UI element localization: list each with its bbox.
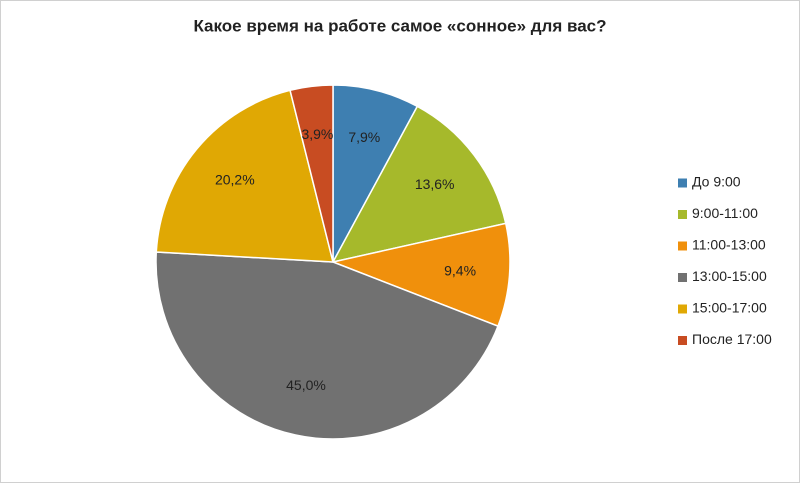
pie-slice — [155, 251, 499, 440]
legend-swatch — [678, 241, 687, 251]
legend-swatch — [678, 273, 687, 282]
data-label: 3,9% — [301, 126, 333, 142]
data-label: 13,6% — [415, 176, 455, 192]
legend-swatch — [678, 336, 687, 345]
legend-swatch — [678, 210, 687, 219]
legend-label: 11:00-13:00 — [692, 237, 766, 253]
pie-slice — [330, 222, 511, 328]
legend-label: До 9:00 — [692, 174, 741, 190]
legend-swatch — [678, 304, 687, 314]
pie-slice — [331, 105, 507, 264]
data-label: 9,4% — [444, 262, 476, 278]
data-label: 7,9% — [348, 129, 380, 145]
data-label: 20,2% — [215, 171, 255, 187]
pie-slice — [155, 89, 334, 263]
legend-label: 15:00-17:00 — [692, 300, 767, 316]
pie-slice — [289, 84, 334, 263]
chart-title: Какое время на работе самое «сонное» для… — [193, 16, 606, 35]
data-label: 45,0% — [286, 377, 326, 393]
legend-label: 13:00-15:00 — [692, 268, 767, 284]
legend-swatch — [678, 178, 687, 188]
legend-label: После 17:00 — [692, 331, 772, 347]
legend-label: 9:00-11:00 — [692, 205, 758, 221]
